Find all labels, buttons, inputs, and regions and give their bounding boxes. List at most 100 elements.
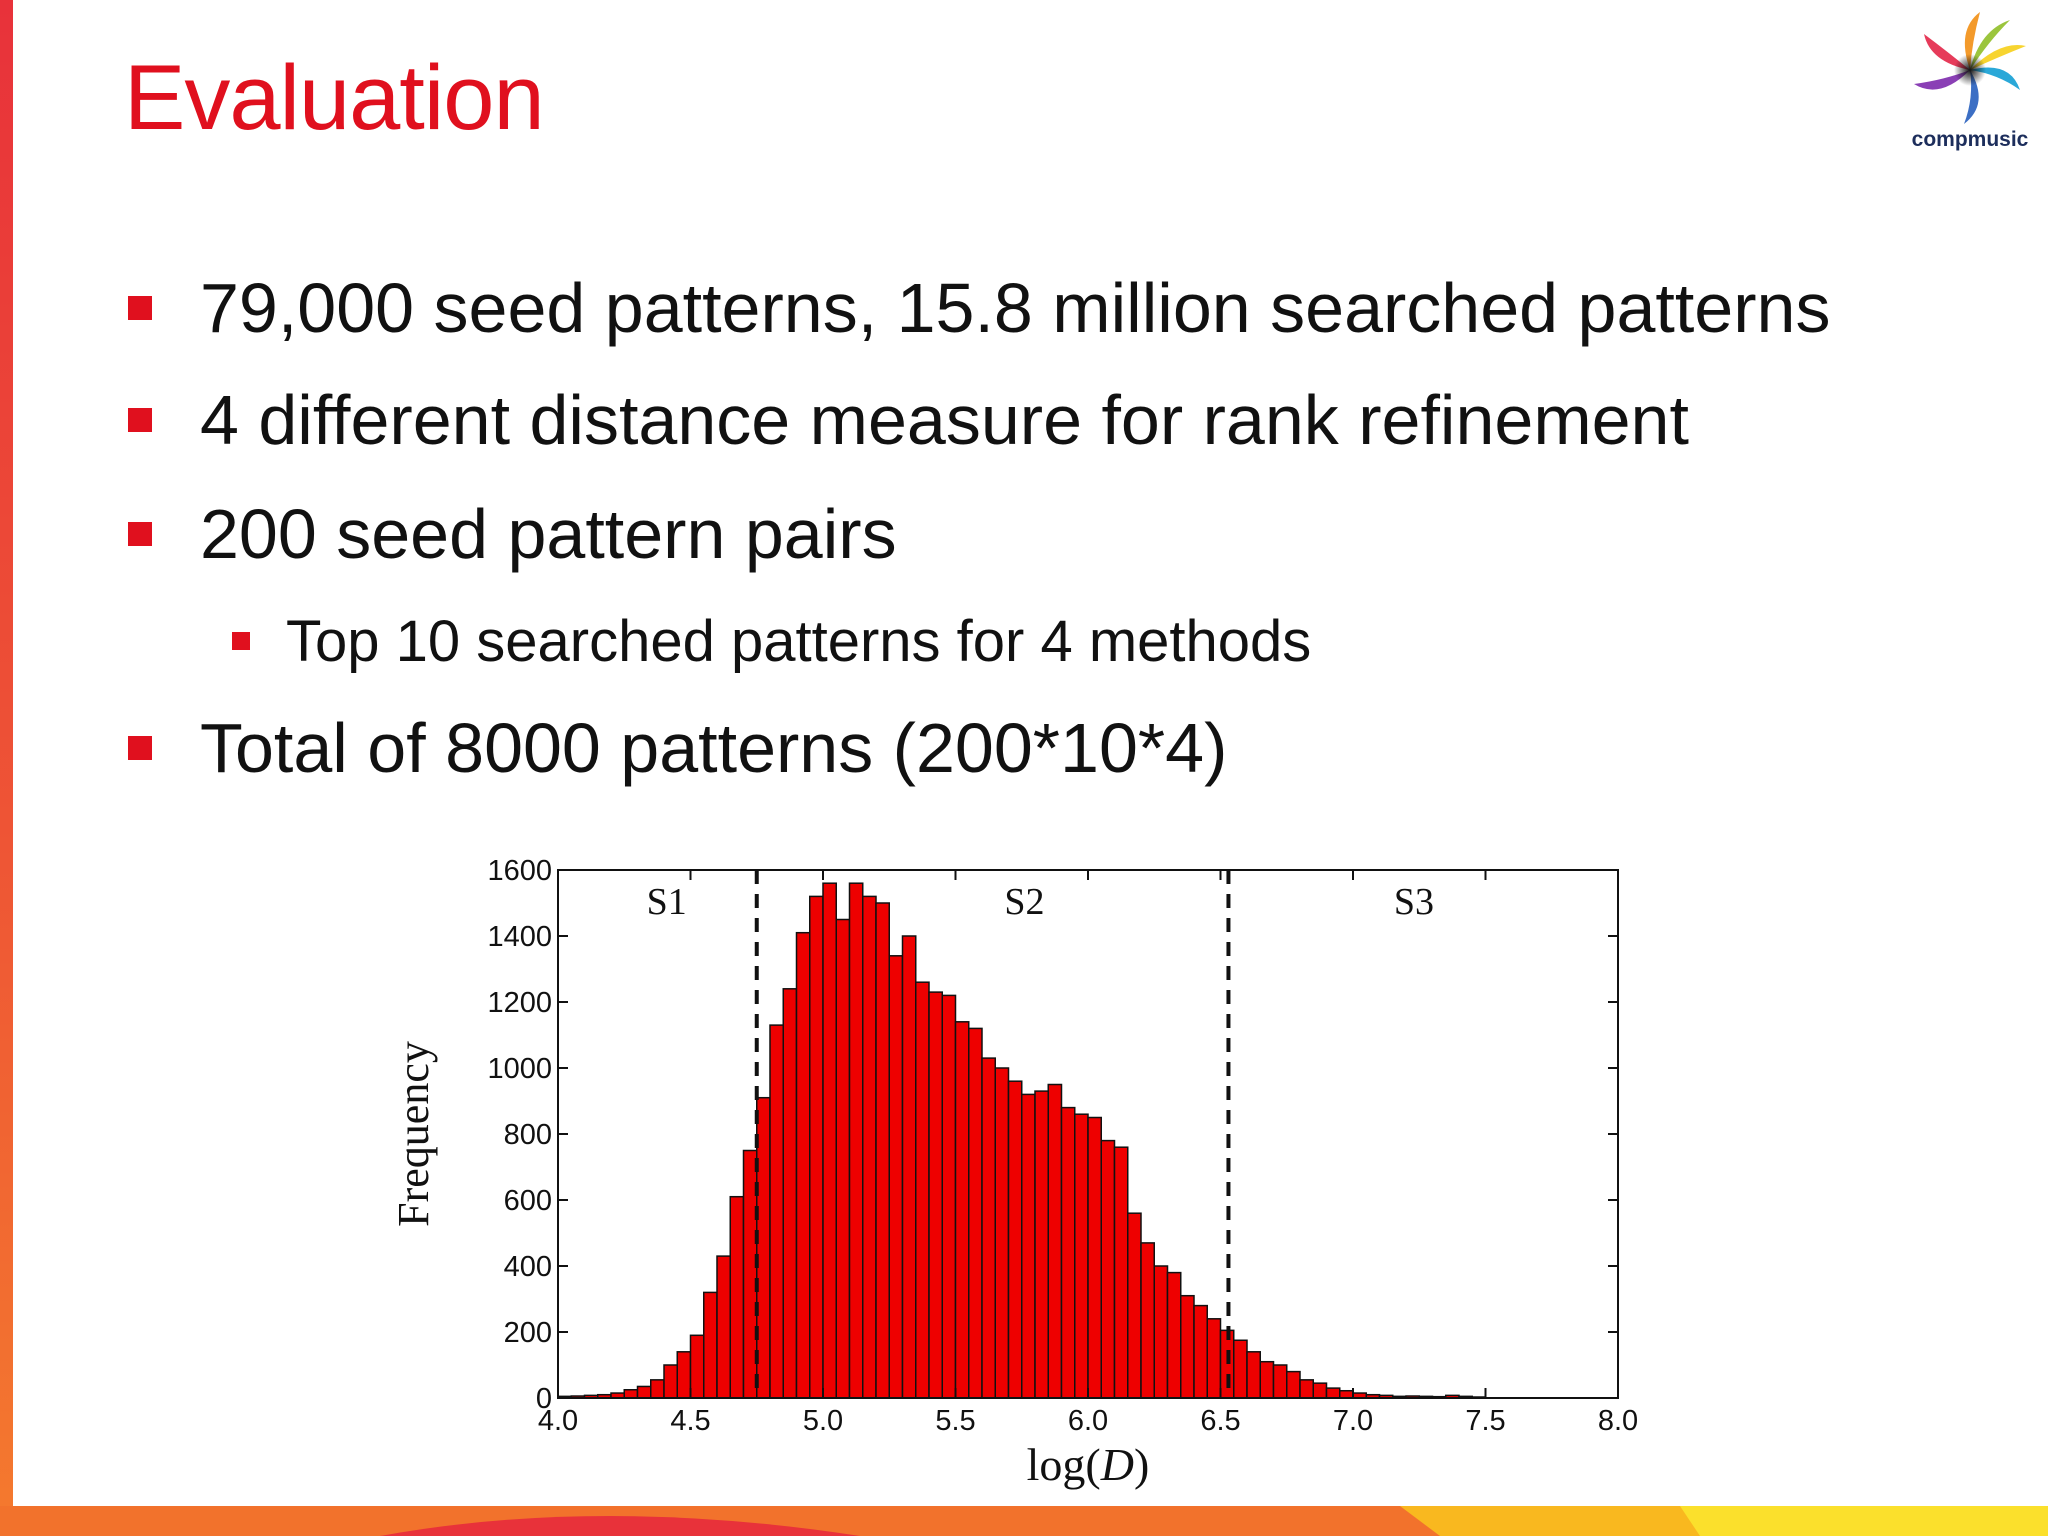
histogram-bar — [1339, 1389, 1354, 1399]
histogram-bar — [1299, 1379, 1314, 1399]
compmusic-logo: compmusic — [1896, 8, 2036, 156]
x-tick-label: 7.0 — [1333, 1405, 1373, 1437]
slide-title: Evaluation — [124, 47, 545, 149]
histogram-bar — [915, 981, 930, 1399]
histogram-bar — [676, 1351, 692, 1399]
y-axis-ticks: 0 200 400 600 800 1000 1200 1400 1600 — [487, 855, 1618, 1415]
region-labels: S1 S2 S3 — [647, 881, 1434, 923]
y-tick-label: 1600 — [487, 855, 552, 887]
bullet-item: 4 different distance measure for rank re… — [128, 370, 1689, 470]
histogram-bar — [1233, 1339, 1248, 1399]
x-tick-label: 6.0 — [1068, 1405, 1108, 1437]
histogram-bar — [1127, 1212, 1142, 1399]
bullet-item: 200 seed pattern pairs — [128, 484, 897, 584]
histogram-bar — [941, 994, 957, 1399]
histogram-bar — [1140, 1242, 1155, 1399]
bottom-decorative-band — [0, 1506, 2048, 1536]
histogram-bar — [1047, 1083, 1063, 1399]
sub-bullet-text: Top 10 searched patterns for 4 methods — [286, 608, 1312, 674]
histogram-bar — [1180, 1294, 1195, 1399]
histogram-bar — [623, 1389, 639, 1399]
y-tick-label: 1400 — [487, 921, 552, 953]
y-axis-label: Frequency — [389, 1041, 438, 1227]
histogram-bar — [981, 1057, 996, 1399]
sub-bullet-item: Top 10 searched patterns for 4 methods — [232, 601, 1311, 681]
bullet-item: 79,000 seed patterns, 15.8 million searc… — [128, 258, 1830, 358]
frequency-histogram-chart: 0 200 400 600 800 1000 1200 1400 1600 4.0 4.5 5.0 5… — [389, 855, 1638, 1490]
histogram-bar — [875, 902, 890, 1399]
histogram-bar — [1325, 1387, 1341, 1399]
histogram-bar — [795, 931, 811, 1399]
histogram-bar — [1272, 1364, 1288, 1399]
histogram-bar — [822, 882, 837, 1399]
bullet-marker-icon — [128, 408, 152, 432]
histogram-bar — [928, 991, 943, 1399]
region-label: S2 — [1004, 881, 1044, 923]
histogram-bar — [1087, 1116, 1102, 1399]
region-lines — [754, 870, 1231, 1398]
bullet-text: 79,000 seed patterns, 15.8 million searc… — [200, 269, 1831, 347]
histogram-bar — [1034, 1090, 1049, 1399]
histogram-bar — [809, 895, 824, 1399]
logo-wordmark: compmusic — [1911, 128, 2029, 151]
bullet-marker-icon — [128, 736, 152, 760]
histogram-bar — [636, 1385, 652, 1399]
histogram-bar — [729, 1195, 745, 1399]
histogram-bar — [994, 1067, 1010, 1399]
x-axis-ticks: 4.0 4.5 5.0 5.5 6.0 6.5 7.0 7.5 8.0 — [538, 870, 1638, 1437]
histogram-bar — [848, 882, 864, 1399]
histogram-bar — [782, 988, 798, 1399]
left-accent-stripe — [0, 0, 13, 1536]
histogram-bar — [1312, 1382, 1328, 1399]
histogram-bar — [689, 1334, 705, 1399]
histogram-bar — [968, 1027, 983, 1399]
histogram-bar — [1166, 1271, 1182, 1399]
histogram-bar — [1259, 1360, 1275, 1399]
x-tick-label: 7.5 — [1465, 1405, 1505, 1437]
y-tick-label: 400 — [504, 1251, 552, 1283]
y-tick-label: 1200 — [487, 987, 552, 1019]
y-tick-label: 200 — [504, 1317, 552, 1349]
sub-bullet-marker-icon — [232, 632, 250, 650]
x-tick-label: 4.0 — [538, 1405, 578, 1437]
histogram-bar — [835, 918, 851, 1399]
histogram-bar — [663, 1364, 678, 1399]
bullet-marker-icon — [128, 522, 152, 546]
histogram-bar — [769, 1024, 784, 1399]
region-label: S3 — [1394, 881, 1434, 923]
x-axis-label: log(D) — [1027, 1439, 1150, 1490]
bullet-text: 200 seed pattern pairs — [200, 495, 897, 573]
x-tick-label: 5.5 — [935, 1405, 975, 1437]
y-tick-label: 1000 — [487, 1053, 552, 1085]
histogram-bar — [954, 1021, 970, 1399]
bullet-marker-icon — [128, 296, 152, 320]
histogram-bar — [1286, 1370, 1301, 1399]
histogram-bar — [1100, 1139, 1116, 1399]
histogram-bar — [862, 895, 877, 1399]
region-label: S1 — [647, 881, 687, 923]
x-tick-label: 6.5 — [1200, 1405, 1240, 1437]
histogram-bar — [901, 935, 917, 1399]
histogram-bar — [1246, 1351, 1261, 1399]
x-tick-label: 5.0 — [803, 1405, 843, 1437]
y-tick-label: 0 — [536, 1383, 552, 1415]
x-tick-label: 8.0 — [1598, 1405, 1638, 1437]
bullet-item: Total of 8000 patterns (200*10*4) — [128, 698, 1227, 798]
bullet-text: Total of 8000 patterns (200*10*4) — [200, 709, 1228, 787]
y-tick-label: 800 — [504, 1119, 552, 1151]
histogram-bar — [1060, 1106, 1076, 1399]
histogram-bar — [1074, 1113, 1089, 1399]
histogram-bar — [703, 1291, 718, 1399]
histogram-bar — [1113, 1146, 1129, 1399]
pinwheel-logo-icon — [1914, 12, 2026, 124]
histogram-bar — [650, 1379, 665, 1399]
histogram-bars — [557, 882, 1487, 1399]
histogram-bar — [1007, 1080, 1023, 1399]
histogram-bar — [1021, 1093, 1036, 1399]
bullet-text: 4 different distance measure for rank re… — [200, 381, 1689, 459]
histogram-bar — [1153, 1265, 1169, 1399]
histogram-bar — [1206, 1318, 1222, 1399]
histogram-bar — [1193, 1304, 1208, 1399]
histogram-bar — [888, 955, 904, 1399]
x-tick-label: 4.5 — [670, 1405, 710, 1437]
